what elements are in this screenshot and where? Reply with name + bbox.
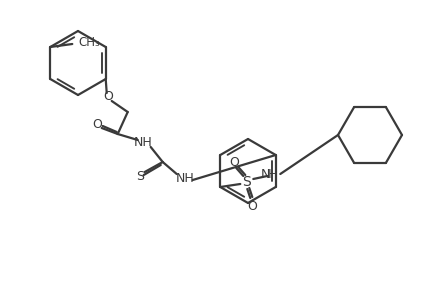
- Text: CH₃: CH₃: [78, 37, 100, 50]
- Text: H: H: [268, 168, 277, 181]
- Text: S: S: [242, 175, 251, 189]
- Text: O: O: [247, 200, 257, 213]
- Text: O: O: [229, 155, 239, 168]
- Text: NH: NH: [133, 136, 152, 149]
- Text: NH: NH: [175, 171, 194, 185]
- Text: N: N: [261, 168, 270, 181]
- Text: O: O: [103, 91, 113, 104]
- Text: S: S: [136, 170, 144, 183]
- Text: O: O: [92, 117, 102, 130]
